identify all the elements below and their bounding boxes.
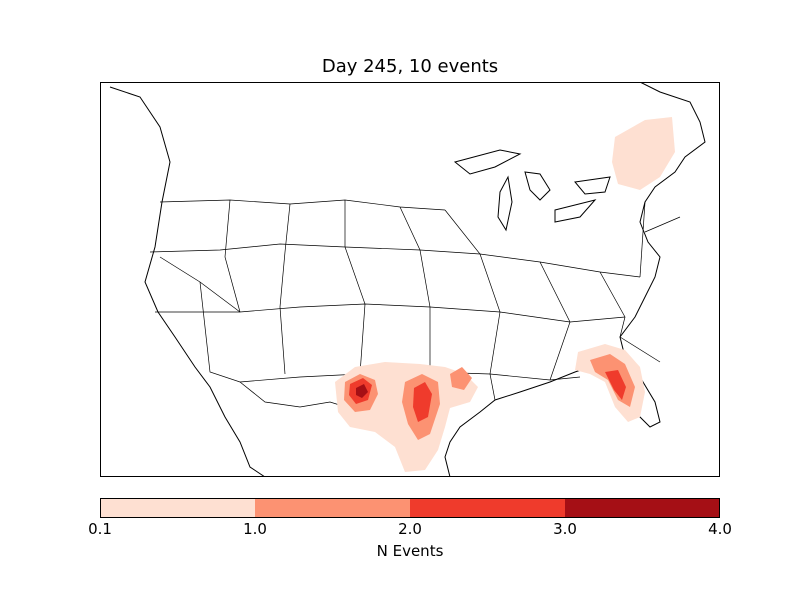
- state-borders: [149, 199, 681, 413]
- contour-level-1-northeast: [612, 117, 675, 190]
- great-lakes: [453, 149, 611, 232]
- map-title: Day 245, 10 events: [321, 56, 499, 77]
- us-map: [100, 82, 720, 477]
- map-border: [100, 82, 720, 477]
- colorbar-segment: [255, 498, 410, 518]
- contour-level-4: [356, 384, 368, 398]
- colorbar: [100, 498, 720, 518]
- colorbar-tick: 2.0: [398, 520, 422, 538]
- colorbar-border: [100, 498, 720, 518]
- colorbar-tick: 3.0: [553, 520, 577, 538]
- colorbar-tick: 1.0: [243, 520, 267, 538]
- colorbar-segment: [565, 498, 720, 518]
- colorbar-segment: [410, 498, 565, 518]
- colorbar-swatches: [100, 498, 720, 518]
- colorbar-label: N Events: [376, 542, 444, 560]
- contour-level-3-central: [413, 382, 432, 422]
- contour-level-2-north: [450, 367, 472, 390]
- colorbar-tick: 0.1: [88, 520, 112, 538]
- map-panel: [100, 82, 720, 477]
- event-contours: [335, 117, 675, 472]
- contour-level-3-florida: [605, 370, 626, 400]
- colorbar-segment: [100, 498, 255, 518]
- colorbar-tick: 4.0: [708, 520, 732, 538]
